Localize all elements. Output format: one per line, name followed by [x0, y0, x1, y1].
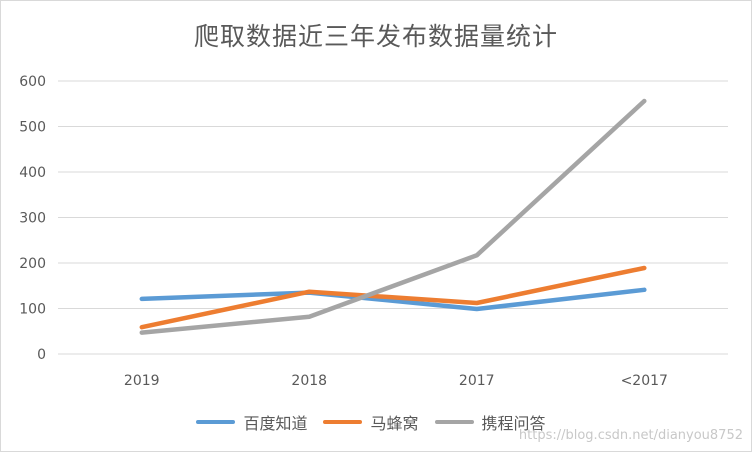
data-point: [474, 301, 479, 305]
data-point: [474, 307, 479, 311]
legend-swatch: [196, 420, 236, 424]
y-tick-label: 500: [19, 120, 46, 136]
y-tick-label: 300: [19, 211, 46, 227]
x-tick-label: 2019: [124, 373, 160, 389]
data-point: [474, 253, 479, 258]
y-tick-label: 600: [19, 74, 46, 90]
data-point: [139, 330, 144, 335]
series-line-1: [139, 265, 647, 330]
legend-item-2: 携程问答: [434, 410, 546, 434]
legend-label: 携程问答: [481, 414, 546, 433]
legend: 百度知道 马蜂窝 携程问答: [1, 410, 741, 434]
legend-label: 百度知道: [243, 414, 308, 433]
data-point: [642, 288, 647, 292]
data-point: [139, 297, 144, 301]
legend-item-1: 马蜂窝: [323, 410, 419, 434]
y-tick-label: 100: [19, 302, 46, 318]
series-line-2: [139, 98, 647, 335]
legend-label: 马蜂窝: [370, 414, 419, 433]
chart-title: 爬取数据近三年发布数据量统计: [193, 22, 558, 51]
series-line-0: [139, 287, 647, 312]
watermark: https://blog.csdn.net/dianyou8752: [518, 428, 743, 443]
y-tick-label: 400: [19, 165, 46, 181]
data-point: [642, 99, 647, 103]
x-tick-label: 2017: [459, 373, 495, 389]
data-point: [139, 325, 144, 329]
data-point: [307, 314, 312, 319]
x-tick-label: 2018: [291, 373, 327, 389]
data-point: [642, 266, 647, 270]
legend-swatch: [434, 420, 474, 424]
y-tick-label: 200: [19, 256, 46, 272]
y-tick-label: 0: [37, 347, 46, 363]
data-point: [307, 289, 312, 294]
legend-swatch: [323, 420, 363, 424]
legend-item-0: 百度知道: [196, 410, 307, 434]
x-tick-label: <2017: [621, 373, 668, 389]
